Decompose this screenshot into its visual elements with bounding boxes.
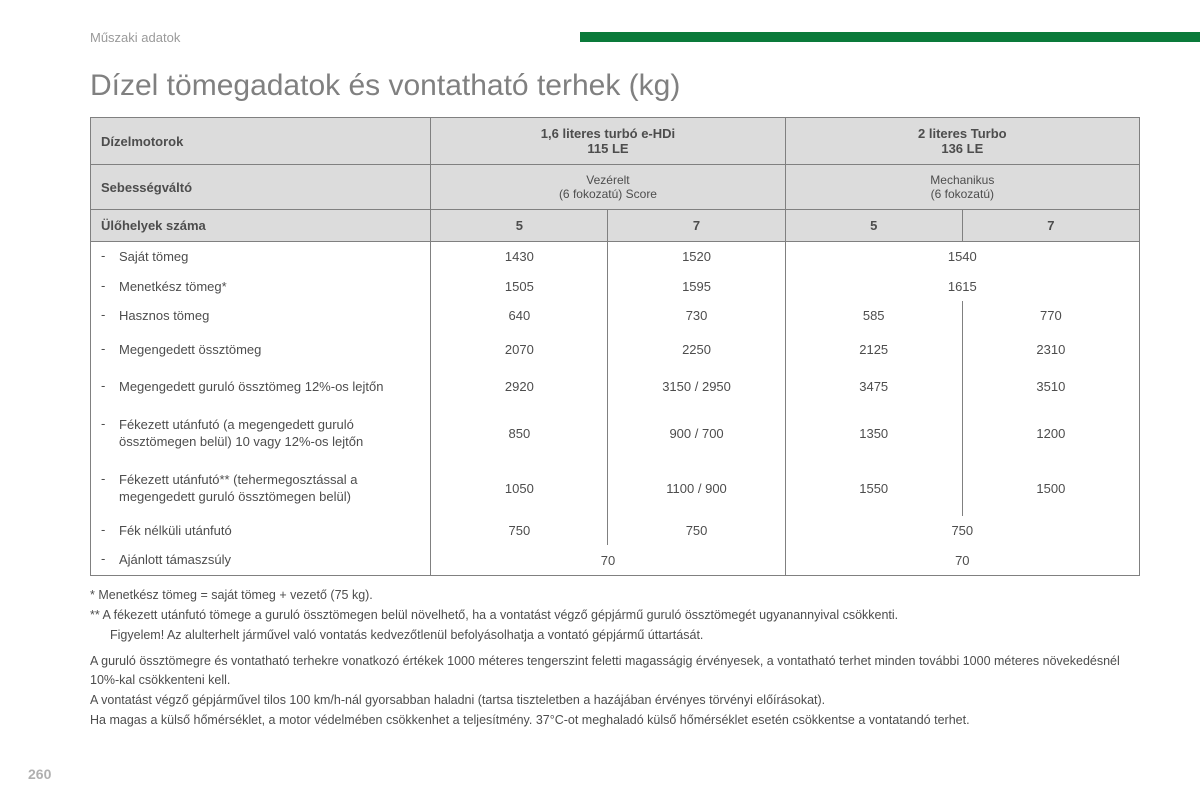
cell: 70 (431, 545, 785, 575)
cell: 1500 (962, 461, 1139, 516)
cell: 750 (431, 516, 608, 546)
table-row: -Menetkész tömeg* 1505 1595 1615 (91, 272, 1140, 302)
cell: 2070 (431, 331, 608, 369)
accent-bar (580, 32, 1200, 42)
engine-1: 1,6 literes turbó e-HDi 115 LE (431, 118, 785, 165)
header-row-gearbox: Sebességváltó Vezérelt (6 fokozatú) Scor… (91, 165, 1140, 210)
footnote-1: * Menetkész tömeg = saját tömeg + vezető… (90, 586, 1140, 604)
engine-2-line1: 2 literes Turbo (918, 126, 1007, 141)
seats-d: 7 (962, 210, 1139, 242)
cell: 1520 (608, 242, 785, 272)
row-label: Hasznos tömeg (119, 307, 209, 325)
row-label: Fékezett utánfutó (a megengedett guruló … (119, 416, 419, 451)
seats-c: 5 (785, 210, 962, 242)
cell: 2310 (962, 331, 1139, 369)
row-label: Fékezett utánfutó** (tehermegosztással a… (119, 471, 419, 506)
cell: 2250 (608, 331, 785, 369)
seats-a: 5 (431, 210, 608, 242)
header-label-seats: Ülőhelyek száma (91, 210, 431, 242)
footnotes: * Menetkész tömeg = saját tömeg + vezető… (90, 586, 1140, 729)
row-label: Saját tömeg (119, 248, 188, 266)
gearbox-1-line2: (6 fokozatú) Score (441, 187, 774, 201)
footnote-p1: A guruló össztömegre és vontatható terhe… (90, 652, 1140, 688)
cell: 1505 (431, 272, 608, 302)
cell: 1615 (785, 272, 1139, 302)
footnote-2: ** A fékezett utánfutó tömege a guruló ö… (90, 606, 1140, 624)
table-row: -Megengedett guruló össztömeg 12%-os lej… (91, 368, 1140, 406)
footnote-p2: A vontatást végző gépjárművel tilos 100 … (90, 691, 1140, 709)
cell: 750 (785, 516, 1139, 546)
cell: 1100 / 900 (608, 461, 785, 516)
engine-1-line2: 115 LE (587, 141, 628, 156)
gearbox-1: Vezérelt (6 fokozatú) Score (431, 165, 785, 210)
cell: 1200 (962, 406, 1139, 461)
table-row: -Megengedett össztömeg 2070 2250 2125 23… (91, 331, 1140, 369)
page-title: Dízel tömegadatok és vontatható terhek (… (90, 69, 1140, 103)
header-label-engines: Dízelmotorok (91, 118, 431, 165)
page: Műszaki adatok Dízel tömegadatok és vont… (0, 0, 1200, 800)
footnote-p3: Ha magas a külső hőmérséklet, a motor vé… (90, 711, 1140, 729)
table-row: -Fék nélküli utánfutó 750 750 750 (91, 516, 1140, 546)
table-row: -Saját tömeg 1430 1520 1540 (91, 242, 1140, 272)
cell: 1540 (785, 242, 1139, 272)
cell: 850 (431, 406, 608, 461)
weights-table: Dízelmotorok 1,6 literes turbó e-HDi 115… (90, 117, 1140, 576)
table-row: -Hasznos tömeg 640 730 585 770 (91, 301, 1140, 331)
cell: 1050 (431, 461, 608, 516)
row-label: Megengedett guruló össztömeg 12%-os lejt… (119, 378, 384, 396)
cell: 1430 (431, 242, 608, 272)
cell: 3150 / 2950 (608, 368, 785, 406)
cell: 750 (608, 516, 785, 546)
cell: 2920 (431, 368, 608, 406)
row-label: Menetkész tömeg* (119, 278, 227, 296)
cell: 730 (608, 301, 785, 331)
engine-1-line1: 1,6 literes turbó e-HDi (541, 126, 675, 141)
row-label: Fék nélküli utánfutó (119, 522, 232, 540)
page-number: 260 (28, 766, 51, 782)
row-label: Ajánlott támaszsúly (119, 551, 231, 569)
cell: 3510 (962, 368, 1139, 406)
header-row-seats: Ülőhelyek száma 5 7 5 7 (91, 210, 1140, 242)
cell: 640 (431, 301, 608, 331)
engine-2: 2 literes Turbo 136 LE (785, 118, 1139, 165)
cell: 770 (962, 301, 1139, 331)
header-row-engines: Dízelmotorok 1,6 literes turbó e-HDi 115… (91, 118, 1140, 165)
cell: 3475 (785, 368, 962, 406)
cell: 1550 (785, 461, 962, 516)
gearbox-1-line1: Vezérelt (441, 173, 774, 187)
gearbox-2: Mechanikus (6 fokozatú) (785, 165, 1139, 210)
cell: 900 / 700 (608, 406, 785, 461)
gearbox-2-line2: (6 fokozatú) (796, 187, 1129, 201)
gearbox-2-line1: Mechanikus (796, 173, 1129, 187)
seats-b: 7 (608, 210, 785, 242)
table-row: -Fékezett utánfutó (a megengedett guruló… (91, 406, 1140, 461)
cell: 585 (785, 301, 962, 331)
cell: 2125 (785, 331, 962, 369)
table-row: -Ajánlott támaszsúly 70 70 (91, 545, 1140, 575)
header-label-gearbox: Sebességváltó (91, 165, 431, 210)
footnote-3: Figyelem! Az alulterhelt járművel való v… (90, 626, 1140, 644)
table-row: -Fékezett utánfutó** (tehermegosztással … (91, 461, 1140, 516)
cell: 1595 (608, 272, 785, 302)
row-label: Megengedett össztömeg (119, 341, 261, 359)
cell: 70 (785, 545, 1139, 575)
cell: 1350 (785, 406, 962, 461)
engine-2-line2: 136 LE (941, 141, 983, 156)
